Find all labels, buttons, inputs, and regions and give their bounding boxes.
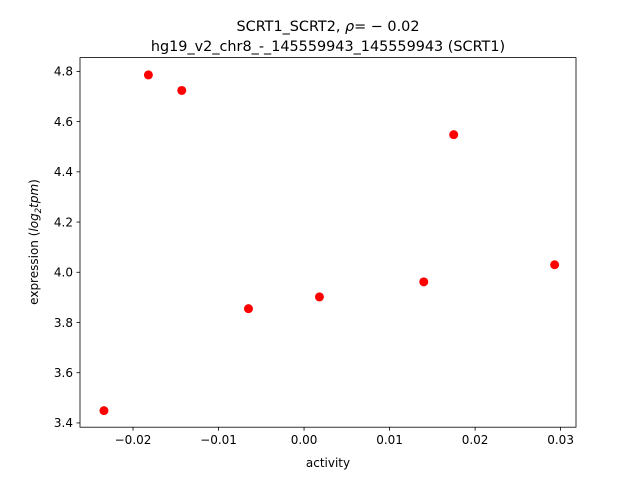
y-tick-label: 4.2 xyxy=(54,215,73,229)
x-tick-label: 0.03 xyxy=(547,433,574,447)
data-point xyxy=(449,130,459,140)
y-axis-label: expression (log2tpm) xyxy=(27,179,44,305)
y-tick-label: 4.6 xyxy=(54,115,73,129)
chart-title-line2: hg19_v2_chr8_-_145559943_145559943 (SCRT… xyxy=(151,39,505,55)
y-axis-ticks: 3.4 3.6 3.8 4.0 4.2 4.4 4.6 4.8 xyxy=(54,65,80,430)
y-tick-label: 3.4 xyxy=(54,416,73,430)
x-tick-label: 0.00 xyxy=(291,433,318,447)
data-point xyxy=(314,292,324,302)
chart-title-line1: SCRT1_SCRT2, ρ= − 0.02 xyxy=(237,19,420,35)
x-axis-ticks: −0.02 −0.01 0.00 0.01 0.02 0.03 xyxy=(115,427,574,447)
plot-frame xyxy=(79,57,577,428)
y-tick-label: 3.6 xyxy=(54,366,73,380)
x-tick-label: 0.02 xyxy=(462,433,489,447)
x-tick-label: 0.01 xyxy=(376,433,403,447)
data-point xyxy=(550,260,560,270)
y-tick-label: 3.8 xyxy=(54,316,73,330)
x-tick-label: −0.01 xyxy=(200,433,237,447)
data-point xyxy=(177,85,187,95)
x-tick-label: −0.02 xyxy=(115,433,152,447)
y-tick-label: 4.4 xyxy=(54,165,73,179)
data-point xyxy=(243,304,253,314)
y-tick-label: 4.8 xyxy=(54,65,73,79)
y-tick-label: 4.0 xyxy=(54,266,73,280)
data-points xyxy=(99,70,560,416)
data-point xyxy=(99,406,109,416)
data-point xyxy=(143,70,153,80)
data-point xyxy=(419,277,429,287)
x-axis-label: activity xyxy=(306,456,350,470)
